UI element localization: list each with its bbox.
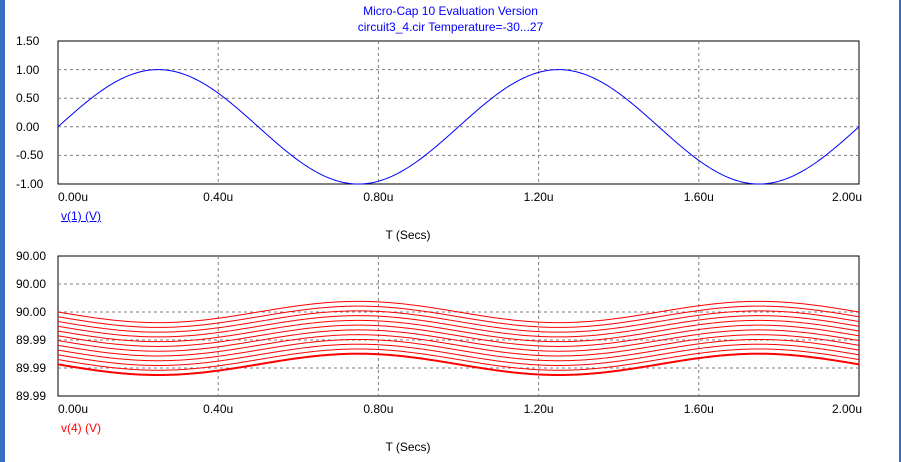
y-tick-label: -0.50 (16, 148, 44, 163)
y-tick-label: 90.00 (16, 249, 47, 263)
chart-title: Micro-Cap 10 Evaluation Version (363, 4, 538, 18)
x-tick-label: 2.00u (831, 190, 863, 204)
series-line-v4 (57, 310, 860, 333)
series-line-v4 (57, 348, 860, 371)
x-tick-label: 0.00u (58, 190, 89, 204)
x-tick-label: 1.60u (683, 402, 714, 416)
window-frame-right (899, 0, 901, 462)
series-label-v4[interactable]: v(4) (V) (61, 421, 101, 435)
y-tick-label: 89.99 (16, 333, 47, 347)
series-line-v4 (57, 329, 860, 352)
y-tick-label: 89.99 (16, 389, 47, 403)
x-tick-label: 0.40u (203, 402, 234, 416)
y-tick-label: -1.00 (16, 177, 44, 191)
series-line-v4 (57, 319, 860, 343)
x-tick-label: 0.40u (203, 190, 234, 204)
y-tick-label: 90.00 (16, 277, 47, 291)
series-line-v4 (57, 305, 860, 328)
series-line-v4 (57, 315, 860, 338)
x-tick-label: 2.00u (831, 402, 863, 416)
x-tick-label: 1.60u (683, 190, 714, 204)
series-line-v4 (57, 324, 860, 347)
y-tick-label: 0.50 (16, 91, 40, 106)
y-tick-label: 0.00 (16, 119, 40, 134)
y-tick-label: 89.99 (16, 361, 47, 375)
x-tick-label: 1.20u (523, 402, 554, 416)
window-frame-left (0, 0, 5, 462)
x-tick-label: 0.00u (58, 402, 89, 416)
x-tick-label: 1.20u (523, 190, 554, 204)
chart-subtitle: circuit3_4.cir Temperature=-30...27 (357, 20, 544, 34)
series-line-v4 (57, 352, 860, 377)
series-line-v4 (57, 338, 860, 362)
series-line-v4 (57, 300, 860, 324)
x-tick-label: 0.80u (363, 402, 394, 416)
series-line-v4 (57, 343, 860, 366)
series-line-v4 (57, 334, 860, 357)
y-tick-label: 90.00 (16, 305, 47, 319)
y-tick-label: 1.50 (16, 34, 40, 48)
plot-frame-0 (57, 40, 860, 185)
series-line-v1 (57, 69, 860, 185)
y-tick-label: 1.00 (16, 62, 40, 77)
x-axis-title-top: T (Secs) (385, 228, 431, 242)
x-axis-title-bottom: T (Secs) (385, 440, 431, 454)
series-label-v1[interactable]: v(1) (V) (61, 209, 101, 223)
x-tick-label: 0.80u (363, 190, 394, 204)
